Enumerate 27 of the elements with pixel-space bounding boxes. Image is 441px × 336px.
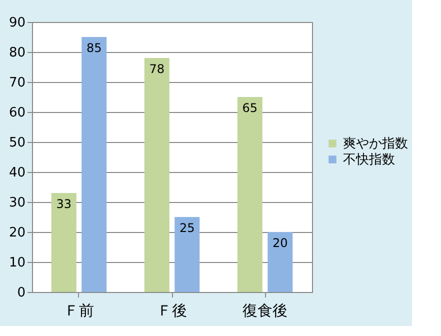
y-tick-label: 30 bbox=[8, 196, 26, 210]
data-label: 33 bbox=[56, 197, 72, 211]
data-label: 85 bbox=[86, 41, 102, 55]
data-label: 78 bbox=[149, 62, 165, 76]
legend-label: 爽やか指数 bbox=[343, 136, 408, 152]
data-label: 25 bbox=[179, 221, 195, 235]
bar bbox=[51, 193, 76, 292]
y-tick-label: 10 bbox=[8, 256, 26, 270]
y-tick-label: 60 bbox=[8, 106, 26, 120]
bar bbox=[174, 217, 200, 292]
x-tick-label: Ｆ後 bbox=[157, 302, 187, 320]
data-label: 20 bbox=[272, 236, 288, 250]
data-label: 65 bbox=[242, 101, 258, 115]
y-tick-label: 0 bbox=[17, 286, 26, 300]
y-tick-label: 80 bbox=[8, 46, 26, 60]
y-tick-label: 20 bbox=[8, 226, 26, 240]
x-tick-label: 復食後 bbox=[242, 302, 288, 320]
y-tick-label: 40 bbox=[8, 166, 26, 180]
bar bbox=[144, 58, 170, 292]
bar bbox=[82, 37, 107, 292]
bar bbox=[268, 232, 293, 292]
y-tick-label: 90 bbox=[8, 16, 26, 30]
bar bbox=[237, 97, 262, 292]
legend-label: 不快指数 bbox=[343, 152, 395, 168]
x-tick-label: Ｆ前 bbox=[64, 302, 94, 320]
y-tick-label: 70 bbox=[8, 76, 26, 90]
y-tick-label: 50 bbox=[8, 136, 26, 150]
